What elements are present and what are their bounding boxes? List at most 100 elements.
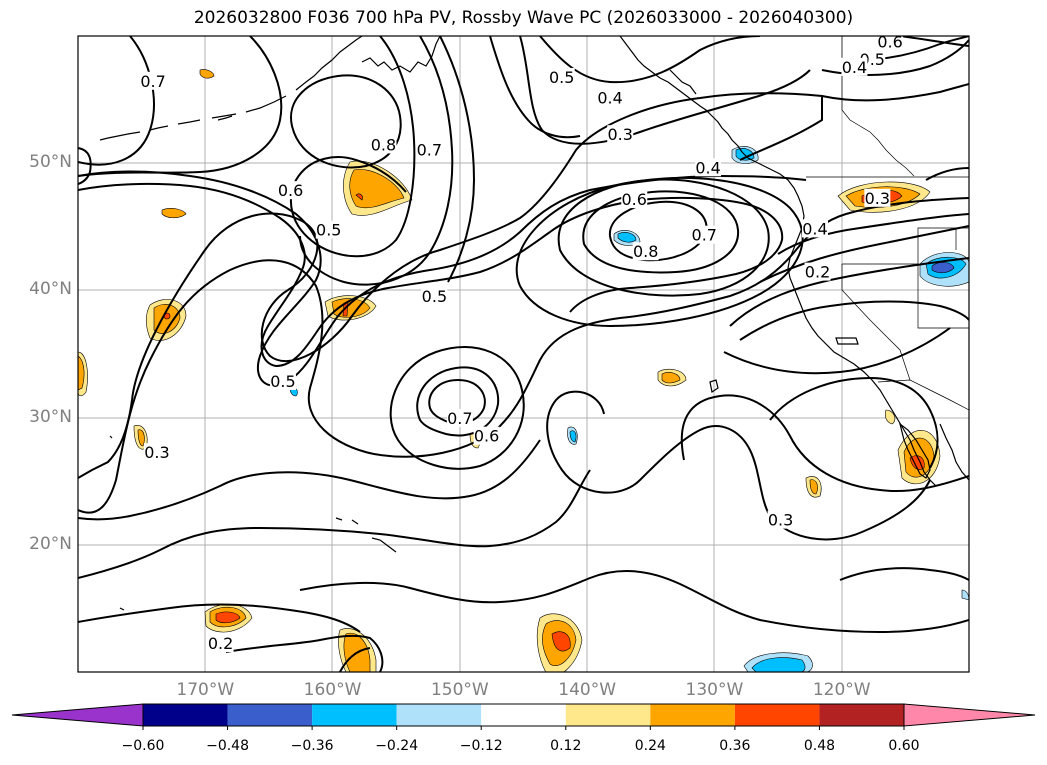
colorbar-tick-label: −0.12 (459, 738, 503, 754)
contour-label: 0.6 (877, 32, 902, 51)
contour-label-bg (277, 181, 304, 200)
colorbar-tick-label: 0.36 (719, 738, 751, 754)
pv-contour-0.7-high (582, 190, 740, 274)
pv-contour-0.6-alaska (299, 36, 454, 286)
contour-label-bg (801, 219, 828, 238)
pv-contour-0.4-nw-us (777, 213, 969, 255)
contour-label-bg (607, 125, 634, 144)
contour-label-bg (621, 190, 648, 209)
contour-label: 0.8 (633, 242, 658, 261)
pv-contour-0.3-west-south (78, 439, 541, 521)
lat-label: 30°N (29, 406, 72, 427)
map-frame (77, 35, 970, 673)
contour-label-bg (315, 220, 342, 239)
political-borders (806, 36, 969, 411)
pv-contour-0.2-south (78, 469, 591, 579)
lon-label: 150°W (430, 680, 489, 700)
contour-label: 0.7 (692, 226, 717, 245)
pv-contour-0.2-east (680, 394, 969, 493)
pv-contour-0.8-low (428, 378, 486, 425)
pv-contour-0.3-west (78, 92, 823, 479)
pv-contour-0.2-coast (723, 327, 951, 375)
colorbar-arrow-high (903, 703, 1036, 727)
colorbar-segment (650, 704, 735, 726)
contour-label: 0.4 (802, 219, 827, 238)
pv-contour-0.3-subtropical (769, 376, 939, 469)
colorbar-segment (227, 704, 313, 726)
contour-label: 0.3 (608, 125, 633, 144)
colorbar-segment (819, 704, 904, 726)
contour-label: 0.5 (316, 221, 341, 240)
pv-contour-0.7-northwest (78, 36, 283, 177)
contour-label-bg (864, 188, 891, 207)
contour-label-bg (597, 88, 624, 107)
contour-label: 0.3 (144, 443, 169, 462)
contour-label: 0.5 (270, 372, 295, 391)
contour-label-bg (370, 135, 397, 154)
shade-alaska-gulf (349, 169, 405, 209)
contour-label: 0.3 (865, 189, 890, 208)
contour-label-bg (207, 634, 234, 653)
pv-contour-0.6-high (557, 178, 770, 297)
map-title: 2026032800 F036 700 hPa PV, Rossby Wave … (193, 8, 854, 28)
pv-contour-0.7-far-west (78, 36, 155, 166)
pv-contour-0.7-low (416, 366, 500, 437)
pv-contour-0.1-se (839, 567, 969, 581)
colorbar-tick-label: 0.60 (888, 738, 920, 754)
contour-label: 0.3 (768, 511, 793, 530)
contour-label: 0.7 (447, 409, 472, 428)
pv-contour-0.2-south-low (225, 634, 384, 672)
pv-contour-0.1-south (299, 569, 969, 634)
colorbar-tick-label: −0.48 (206, 738, 249, 754)
colorbar-tick-label: −0.24 (375, 738, 419, 754)
contour-label-bg (548, 67, 575, 86)
pv-contour-0.2-southwest (78, 603, 361, 633)
contour-label-bg (877, 36, 904, 51)
colorbar-segment (396, 704, 482, 726)
lon-label: 160°W (303, 680, 362, 700)
colorbar-segment (481, 704, 566, 726)
pv-contour-0.2-nw-us (729, 257, 969, 327)
lon-label: 130°W (685, 680, 744, 700)
contour-label: 0.4 (695, 158, 720, 177)
pv-contour-0.4-ridge (78, 197, 969, 514)
colorbar-tick-label: 0.12 (550, 738, 582, 754)
colorbar-segment (565, 704, 651, 726)
lon-label: 120°W (812, 680, 871, 700)
colorbar-frame (142, 703, 905, 727)
pv-contour-0.2-ne-mid (925, 167, 969, 181)
contour-label: 0.8 (371, 135, 396, 154)
pv-contour-0.5-gulf (489, 36, 581, 139)
pv-contour-0.8-alaska (290, 74, 402, 169)
pv-contour-0.3-ne (821, 83, 969, 102)
colorbar-arrow-low (11, 703, 144, 727)
contour-label: 0.6 (622, 190, 647, 209)
pv-contours (78, 36, 969, 672)
contour-label-bg (691, 225, 718, 244)
colorbar-tick-label: −0.60 (121, 738, 165, 754)
contour-label-bg (416, 140, 443, 159)
contour-label-bg (140, 71, 167, 90)
contour-label: 0.4 (842, 58, 867, 77)
contour-label-bg (269, 371, 296, 390)
contour-label: 0.2 (208, 634, 233, 653)
pv-contour-0.5-high (515, 176, 804, 328)
pv-contour-0.6-outer-low (389, 346, 525, 470)
contour-label: 0.7 (417, 140, 442, 159)
contour-label: 0.7 (140, 72, 165, 91)
colorbar-tick-label: 0.24 (634, 738, 666, 754)
contour-label: 0.5 (422, 287, 447, 306)
contour-label-bg (767, 510, 794, 529)
contour-label: 0.2 (805, 263, 830, 282)
contour-label: 0.4 (597, 88, 622, 107)
pv-contour-0.6-ne (899, 36, 969, 47)
contour-labels: 0.70.8 0.70.60.50.50.40.30.60.50.40.40.60… (140, 32, 904, 653)
contour-label-bg (143, 443, 170, 462)
contour-label-bg (421, 286, 448, 305)
contour-label-bg (632, 242, 659, 261)
colorbar-segment (312, 704, 397, 726)
lat-label: 50°N (29, 152, 72, 173)
contour-label-bg (446, 408, 473, 427)
map-plot-area: 0.70.8 0.70.60.50.50.40.30.60.50.40.40.60… (78, 32, 969, 672)
